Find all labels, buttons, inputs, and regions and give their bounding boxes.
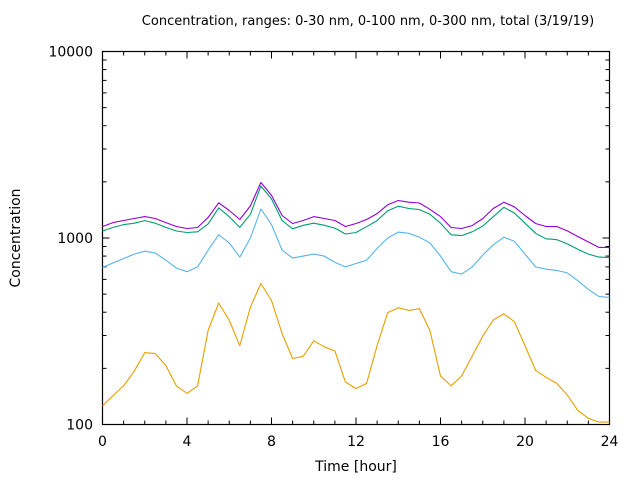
series-lines	[102, 181, 610, 423]
y-axis-label: Concentration	[8, 188, 24, 287]
series-line-total	[102, 181, 610, 248]
x-axis-label: Time [hour]	[314, 459, 397, 475]
y-tick-label: 1000	[57, 231, 93, 247]
x-tick-labels: 0 4 8 12 16 20 24	[98, 434, 618, 450]
x-tick-label: 16	[432, 434, 450, 450]
y-tick-label: 10000	[48, 45, 93, 61]
plot-frame	[101, 50, 611, 426]
axis-ticks	[102, 51, 610, 425]
x-tick-label: 12	[347, 434, 365, 450]
x-tick-label: 0	[98, 434, 107, 450]
y-tick-labels: 100 1000 10000	[48, 45, 93, 434]
x-tick-label: 24	[601, 434, 619, 450]
series-line-0-30-nm	[102, 282, 610, 423]
x-tick-label: 4	[183, 434, 192, 450]
x-tick-label: 20	[516, 434, 534, 450]
x-tick-label: 8	[267, 434, 276, 450]
series-line-0-300-nm	[102, 185, 610, 259]
series-line-0-100-nm	[102, 208, 610, 298]
y-tick-label: 100	[66, 418, 93, 434]
chart-title: Concentration, ranges: 0-30 nm, 0-100 nm…	[142, 14, 594, 29]
